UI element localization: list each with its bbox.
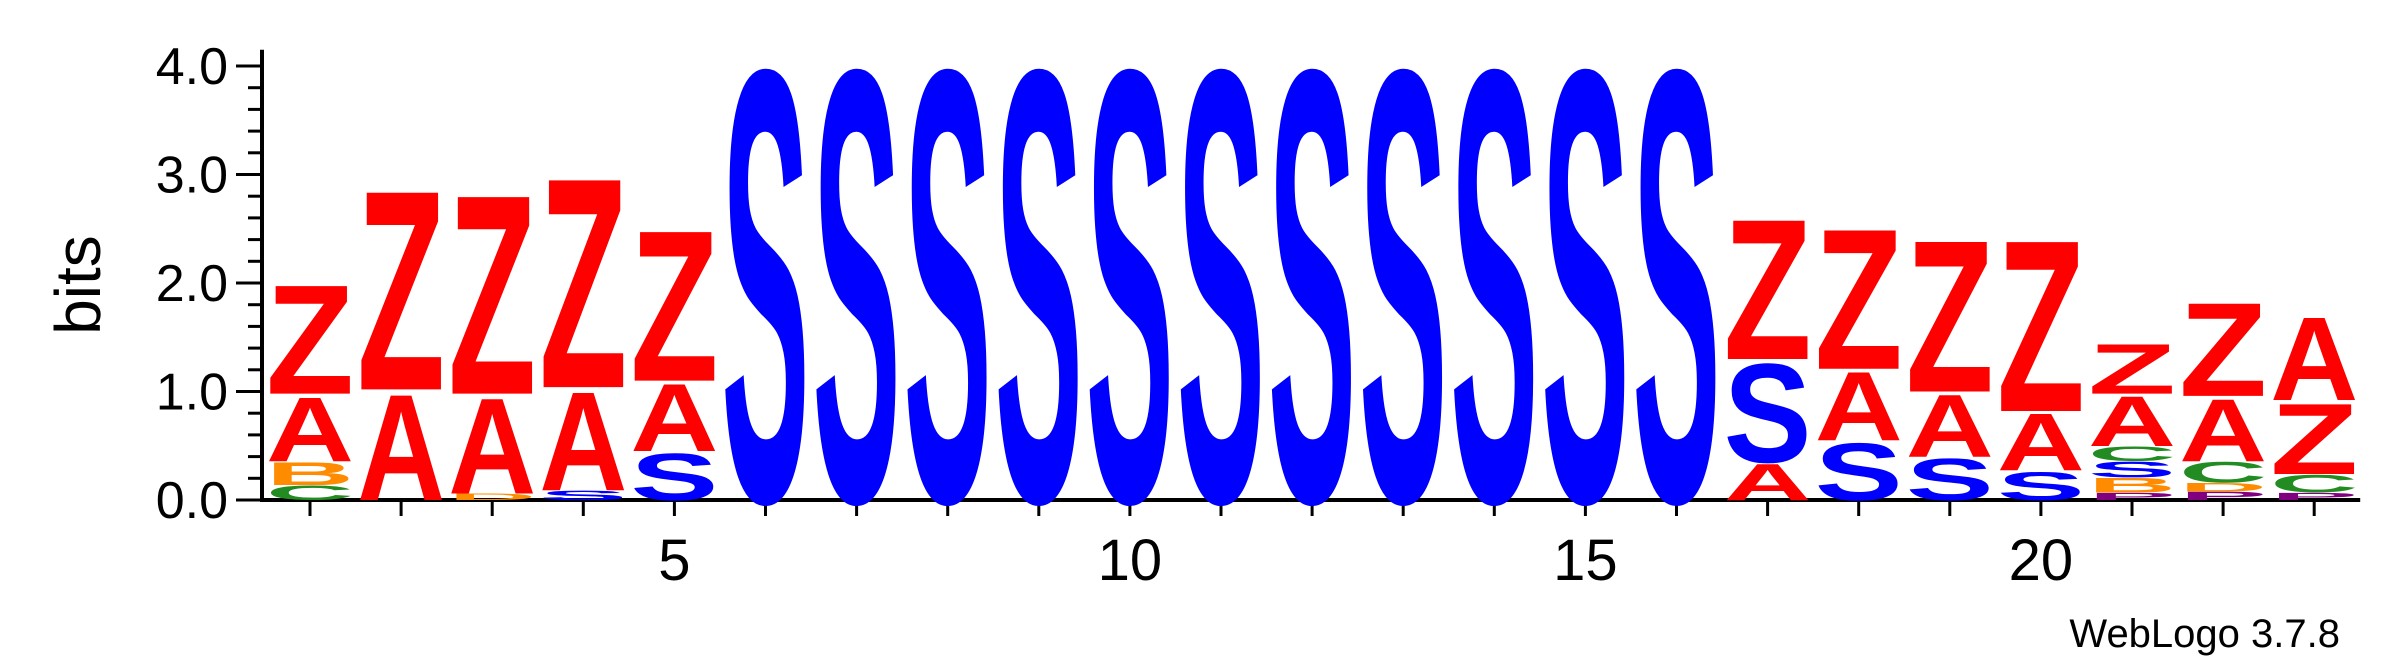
glyph-S: S bbox=[722, 0, 810, 631]
glyph-Z: Z bbox=[1906, 196, 1994, 439]
glyph-S: S bbox=[813, 0, 901, 631]
x-tick-label: 15 bbox=[1553, 528, 1618, 593]
stack-position-19: SAZ bbox=[1906, 196, 1994, 513]
glyph-A: A bbox=[1906, 376, 1994, 476]
stack-position-4: SAZ bbox=[539, 116, 627, 521]
stack-position-11: S bbox=[1177, 0, 1265, 631]
glyph-S: S bbox=[1724, 334, 1812, 492]
glyph-A: A bbox=[1815, 352, 1903, 461]
glyph-S: S bbox=[630, 440, 718, 515]
y-axis-label: bits bbox=[42, 235, 114, 335]
glyph-Z: Z bbox=[448, 135, 536, 455]
glyph-S: S bbox=[1268, 0, 1356, 631]
stack-position-9: S bbox=[995, 0, 1083, 631]
stack-position-13: S bbox=[1359, 0, 1447, 631]
glyph-S: S bbox=[1086, 0, 1174, 631]
y-axis: 0.0 1.0 2.0 3.0 4.0 bbox=[156, 38, 264, 530]
stack-position-3: DAZ bbox=[448, 135, 536, 523]
x-tick-label: 20 bbox=[2009, 528, 2074, 593]
glyph-Z: Z bbox=[539, 116, 627, 451]
glyph-Z: Z bbox=[1724, 178, 1812, 402]
glyph-S: S bbox=[2088, 457, 2176, 482]
glyph-C: C bbox=[2179, 456, 2267, 489]
glyph-C: C bbox=[266, 481, 354, 504]
glyph-C: C bbox=[2270, 469, 2358, 497]
glyph-A: A bbox=[2270, 292, 2358, 425]
glyph-Z: Z bbox=[630, 185, 718, 426]
glyph-S: S bbox=[1541, 0, 1629, 631]
x-tick-label: 10 bbox=[1098, 528, 1163, 593]
y-tick-label: 0.0 bbox=[156, 472, 228, 530]
glyph-S: S bbox=[1815, 427, 1903, 518]
glyph-A: A bbox=[1724, 453, 1812, 511]
x-tick-label: 5 bbox=[658, 528, 690, 593]
glyph-S: S bbox=[539, 488, 627, 503]
glyph-A: A bbox=[539, 363, 627, 520]
y-tick-label: 2.0 bbox=[156, 255, 228, 313]
glyph-A: A bbox=[2088, 382, 2176, 461]
glyph-S: S bbox=[1997, 464, 2085, 509]
stack-position-6: S bbox=[722, 0, 810, 631]
glyph-Z: Z bbox=[1997, 189, 2085, 463]
stack-position-18: SAZ bbox=[1815, 188, 1903, 518]
glyph-B: B bbox=[2088, 474, 2176, 497]
glyph-A: A bbox=[357, 363, 445, 533]
stack-position-20: SAZ bbox=[1997, 189, 2085, 509]
stack-position-12: S bbox=[1268, 0, 1356, 631]
glyph-S: S bbox=[904, 0, 992, 631]
stack-position-7: S bbox=[813, 0, 901, 631]
stack-position-8: S bbox=[904, 0, 992, 631]
glyph-A: A bbox=[1997, 397, 2085, 488]
glyph-Z: Z bbox=[357, 130, 445, 450]
stack-position-17: ASZ bbox=[1724, 178, 1812, 511]
glyph-Z: Z bbox=[2088, 330, 2176, 410]
glyph-C: C bbox=[2088, 442, 2176, 465]
glyph-Z: Z bbox=[2179, 275, 2267, 424]
weblogo-credit: WebLogo 3.7.8 bbox=[2069, 612, 2340, 656]
stack-position-14: S bbox=[1450, 0, 1538, 631]
y-tick-label: 4.0 bbox=[156, 38, 228, 96]
glyph-S: S bbox=[1177, 0, 1265, 631]
stack-position-10: S bbox=[1086, 0, 1174, 631]
glyph-S: S bbox=[1359, 0, 1447, 631]
glyph-S: S bbox=[1450, 0, 1538, 631]
glyph-A: A bbox=[266, 377, 354, 480]
glyph-Z: Z bbox=[266, 252, 354, 427]
glyph-A: A bbox=[630, 364, 718, 472]
glyph-P: P bbox=[2179, 489, 2267, 502]
stack-position-5: SAZ bbox=[630, 185, 718, 514]
glyph-S: S bbox=[1906, 446, 1994, 513]
glyph-B: B bbox=[266, 455, 354, 492]
glyph-P: P bbox=[2088, 491, 2176, 503]
stack-position-2: AZ bbox=[357, 130, 445, 533]
glyph-D: D bbox=[2179, 481, 2267, 494]
y-tick-label: 1.0 bbox=[156, 364, 228, 422]
glyph-P: P bbox=[2270, 491, 2358, 503]
glyph-D: D bbox=[448, 492, 536, 502]
stack-position-16: S bbox=[1633, 0, 1721, 631]
glyph-A: A bbox=[448, 371, 536, 523]
stack-position-15: S bbox=[1541, 0, 1629, 631]
glyph-Z: Z bbox=[1815, 188, 1903, 412]
glyph-S: S bbox=[995, 0, 1083, 631]
y-tick-label: 3.0 bbox=[156, 147, 228, 205]
x-axis: 5 10 15 20 bbox=[260, 498, 2361, 593]
glyph-Z: Z bbox=[2270, 383, 2358, 496]
glyph-A: A bbox=[2179, 380, 2267, 480]
glyph-S: S bbox=[1633, 0, 1721, 631]
